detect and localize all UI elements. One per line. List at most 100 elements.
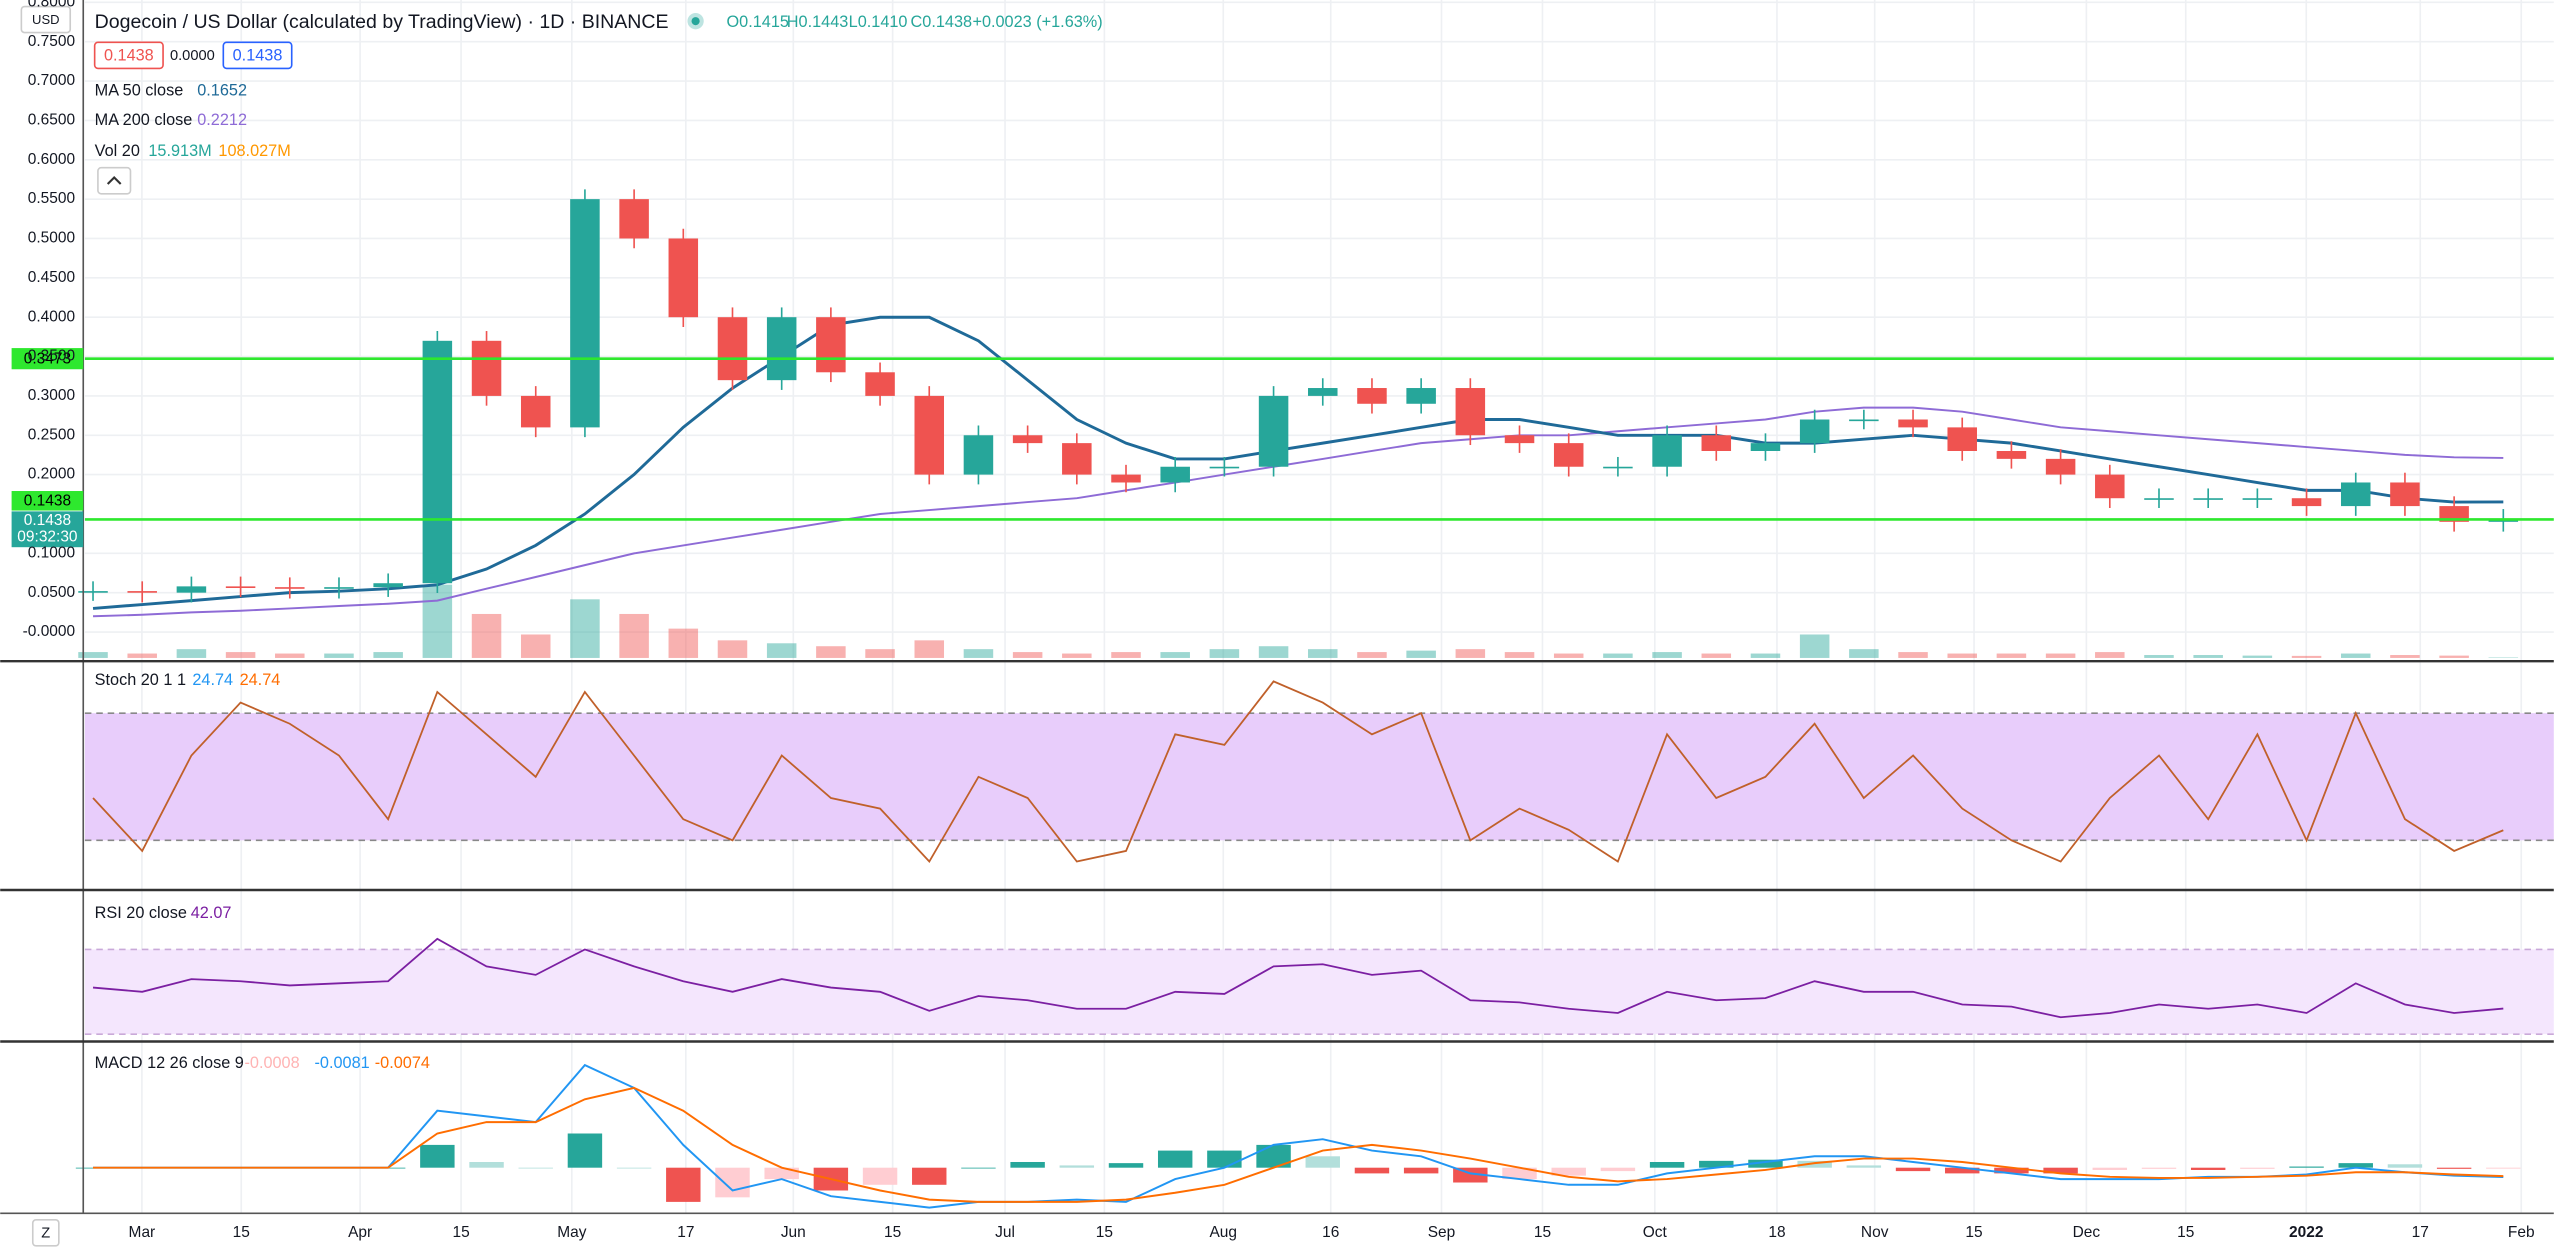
macd-histogram-bar — [1699, 1160, 1734, 1168]
candle-body — [963, 435, 994, 475]
stoch-k: 24.74 — [192, 671, 233, 689]
x-tick-label: Apr — [348, 1224, 372, 1241]
ohlc-close: C0.1438 — [911, 13, 973, 31]
candle-body — [1898, 419, 1928, 428]
candle-body — [766, 317, 797, 381]
volume-bar — [1504, 652, 1535, 658]
candle-body — [1603, 466, 1633, 469]
volume-bar — [1062, 653, 1092, 658]
macd-histogram-bar — [1649, 1161, 1685, 1168]
volume-bar — [668, 628, 699, 658]
macd-histogram-bar — [2436, 1167, 2472, 1169]
macd-histogram-bar — [1256, 1144, 1291, 1168]
zoom-label[interactable]: Z — [41, 1226, 50, 1242]
volume-bar — [2242, 655, 2273, 658]
macd-histogram-bar — [2289, 1166, 2324, 1168]
candle-body — [1996, 450, 2027, 459]
candle-body — [2439, 506, 2469, 522]
sell-price[interactable]: 0.1438 — [104, 46, 154, 64]
stoch-d: 24.74 — [240, 671, 281, 689]
ohlc-change: +0.0023 (+1.63%) — [972, 13, 1102, 31]
sell-box[interactable] — [93, 41, 164, 70]
macd-histogram-bar — [1207, 1150, 1242, 1168]
plot — [75, 189, 2554, 1209]
ma50-value: 0.1652 — [197, 81, 247, 99]
vol-ma-value: 108.027M — [218, 142, 290, 160]
candle-body — [1652, 435, 1682, 467]
volume-bar — [2193, 655, 2223, 658]
macd-legend: MACD 12 26 close 9 — [95, 1054, 244, 1072]
volume-bar — [373, 652, 403, 658]
x-tick-label: May — [557, 1224, 586, 1241]
volume-bar — [176, 649, 207, 658]
currency-label[interactable]: USD — [32, 12, 59, 27]
candle-body — [1504, 435, 1535, 444]
buy-price[interactable]: 0.1438 — [233, 46, 283, 64]
volume-bar — [1701, 653, 1732, 658]
x-tick-label: 17 — [677, 1224, 694, 1241]
volume-bar — [471, 613, 502, 658]
volume-bar — [1160, 652, 1190, 658]
volume-bar — [2390, 655, 2420, 658]
volume-bar — [275, 653, 305, 658]
x-tick-label: 18 — [1768, 1224, 1785, 1241]
macd-histogram-bar — [2092, 1167, 2128, 1170]
buy-box[interactable] — [222, 41, 293, 70]
last-level-badge: 0.1438 — [24, 493, 71, 510]
macd-histogram-bar — [1551, 1167, 1586, 1176]
volume-bar — [1750, 653, 1781, 658]
volume-bar — [1406, 650, 1436, 658]
candle-body — [2291, 498, 2322, 507]
macd-histogram-bar — [1059, 1165, 1095, 1168]
macd-histogram-bar — [1108, 1163, 1144, 1168]
candle-body — [717, 317, 748, 381]
macd-histogram-bar — [1403, 1167, 1439, 1174]
stoch-band — [84, 713, 2554, 841]
macd-histogram-bar — [961, 1167, 996, 1169]
macd-histogram-bar — [1157, 1150, 1193, 1168]
volume-bar — [1799, 634, 1830, 658]
x-tick-label: Oct — [1643, 1224, 1668, 1241]
macd-histogram-bar — [2240, 1167, 2275, 1169]
candle-body — [1750, 443, 1781, 451]
candle-body — [619, 199, 649, 239]
candle-body — [324, 587, 354, 589]
y-tick-label: 0.5000 — [28, 230, 75, 247]
candle-body — [275, 587, 305, 589]
level-badge-bg — [11, 348, 84, 370]
stoch-legend: Stoch 20 1 1 — [95, 671, 186, 689]
ohlc-low: L0.1410 — [849, 13, 908, 31]
volume-bar — [619, 613, 649, 658]
candle-body — [865, 372, 895, 396]
x-tick-label: 15 — [2177, 1224, 2194, 1241]
volume-bar — [963, 649, 994, 658]
volume-bar — [865, 649, 895, 658]
signal-line — [93, 1086, 2504, 1203]
volume-bar — [1996, 653, 2027, 658]
candle-body — [2095, 474, 2125, 499]
candle-body — [2144, 498, 2174, 500]
y-tick-label: 0.1000 — [28, 544, 75, 561]
currency-button[interactable] — [20, 5, 72, 34]
volume-bar — [914, 640, 945, 658]
candle-body — [1258, 395, 1289, 467]
macd-histogram-bar — [469, 1161, 504, 1168]
ma200-legend: MA 200 close — [95, 111, 193, 129]
last-level-badge-bg — [11, 491, 84, 511]
candle-body — [471, 340, 502, 396]
x-tick-label: Jun — [781, 1224, 806, 1241]
countdown-timer: 09:32:30 — [17, 529, 77, 546]
y-tick-label: 0.3500 — [28, 348, 75, 365]
candle-body — [1160, 466, 1190, 483]
x-tick-label: 15 — [233, 1224, 250, 1241]
volume-bar — [1947, 653, 1977, 658]
y-tick-label: 0.8000 — [28, 0, 75, 10]
collapse-button[interactable] — [97, 166, 132, 195]
macd-histogram-bar — [2043, 1167, 2078, 1174]
x-tick-label: 15 — [1965, 1224, 1982, 1241]
candle-body — [127, 591, 157, 593]
macd-histogram-bar — [2486, 1167, 2521, 1169]
zoom-button[interactable] — [31, 1218, 60, 1247]
